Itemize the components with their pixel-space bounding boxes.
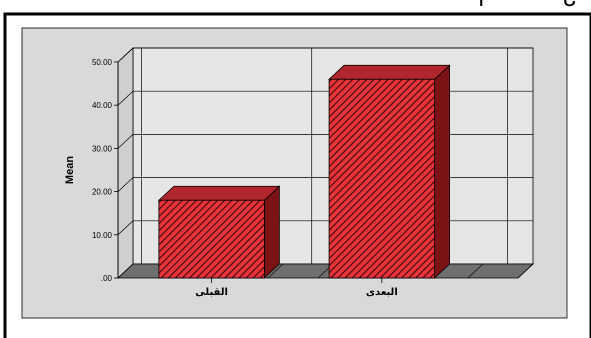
x-tick-label: البعدى	[366, 287, 398, 298]
y-axis-title: Mean	[64, 156, 76, 184]
y-tick-label: 20.00	[92, 188, 113, 197]
bar-top	[328, 64, 451, 80]
bar-side	[263, 185, 280, 279]
floor-divider	[517, 263, 534, 279]
top-clipped-text: ᒌ	[478, 0, 492, 12]
bar	[158, 199, 265, 279]
gridline-side	[117, 90, 134, 106]
floor-divider	[267, 263, 284, 279]
y-tick-label: .00	[101, 274, 113, 283]
gridline-side	[117, 134, 134, 149]
y-tick-label: 10.00	[92, 231, 113, 240]
bar-top	[157, 185, 281, 201]
gridline-side	[117, 177, 134, 192]
y-tick-label: 30.00	[92, 144, 113, 153]
gridline-side	[117, 47, 134, 63]
gridline-side	[117, 220, 134, 236]
x-tick-label: القبلى	[195, 287, 228, 298]
floor-divider	[117, 263, 134, 279]
floor-divider	[467, 263, 484, 279]
y-tick-label: 40.00	[92, 101, 113, 110]
y-tick-label: 50.00	[92, 58, 113, 67]
top-clipped-text-2: ᒐ	[562, 0, 576, 12]
bar-side	[434, 64, 450, 279]
side-wall	[117, 47, 134, 279]
bar	[328, 78, 435, 279]
